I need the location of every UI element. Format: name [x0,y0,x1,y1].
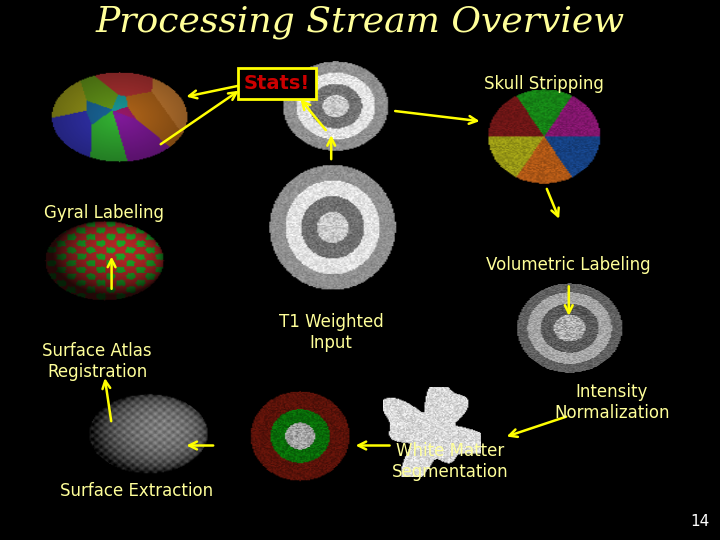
Text: Skull Stripping: Skull Stripping [484,75,603,93]
Text: Surface Extraction: Surface Extraction [60,482,213,501]
Text: T1 Weighted
Input: T1 Weighted Input [279,313,384,352]
Text: Intensity
Normalization: Intensity Normalization [554,383,670,422]
Text: Gyral Labeling: Gyral Labeling [45,204,164,222]
Text: 14: 14 [690,514,709,529]
Text: White Matter
Segmentation: White Matter Segmentation [392,442,508,481]
Text: Volumetric Labeling: Volumetric Labeling [487,255,651,274]
Text: Processing Stream Overview: Processing Stream Overview [96,5,624,38]
Text: Surface Atlas
Registration: Surface Atlas Registration [42,342,152,381]
Text: Stats!: Stats! [244,74,310,93]
